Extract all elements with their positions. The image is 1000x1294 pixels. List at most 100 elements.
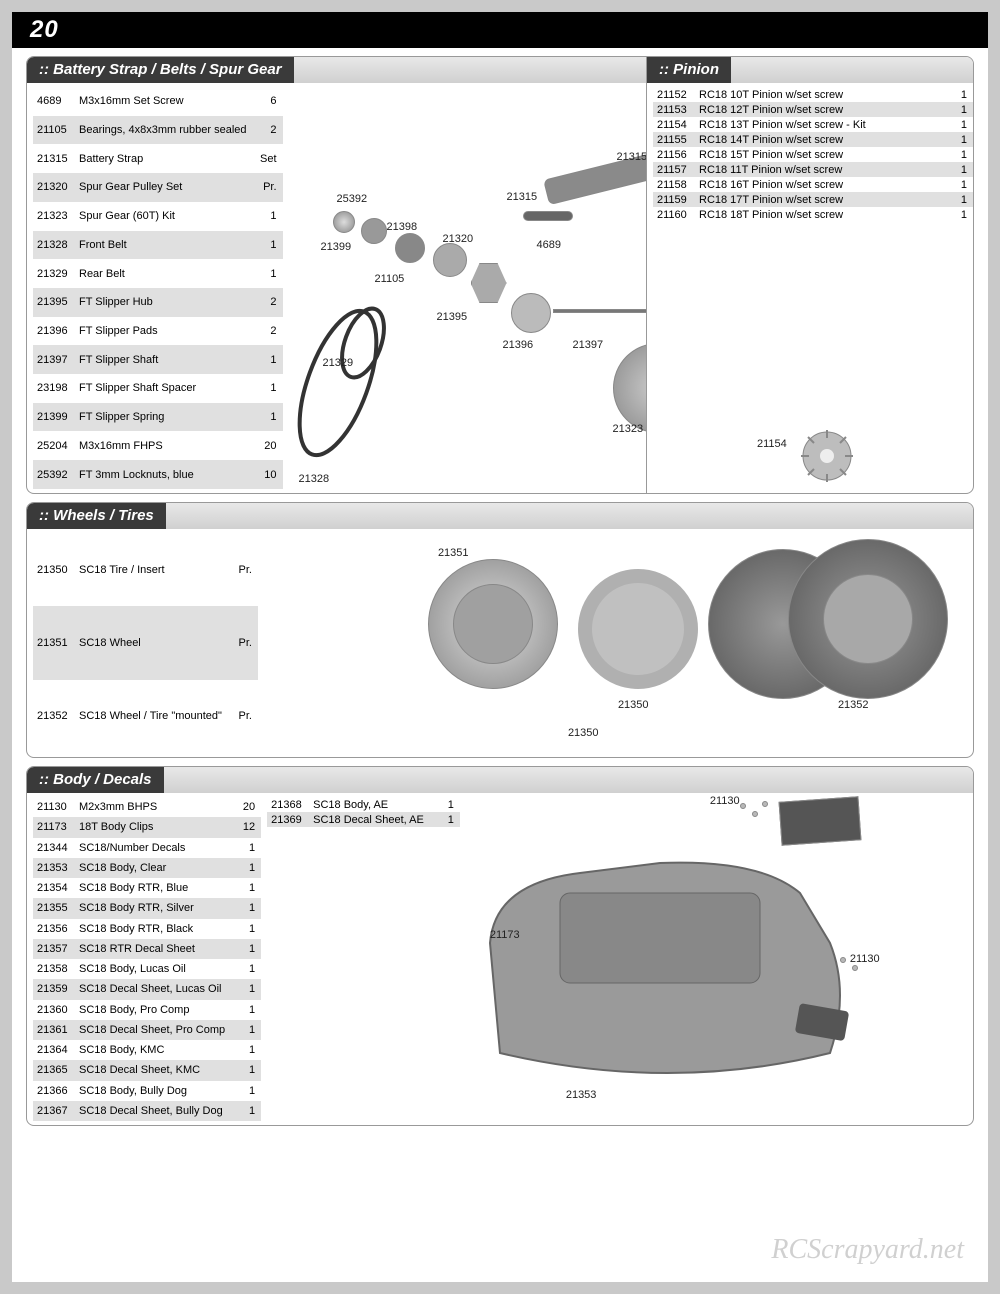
- part-number: 21354: [33, 878, 75, 898]
- table-row: 21152 RC18 10T Pinion w/set screw 1: [653, 87, 973, 102]
- table-row: 21315 Battery Strap Set: [33, 144, 283, 173]
- diagram-callout-label: 21328: [299, 473, 330, 485]
- diagram-callout-label: 21399: [321, 241, 352, 253]
- part-desc: SC18 Decal Sheet, KMC: [75, 1060, 231, 1080]
- part-qty: 1: [943, 192, 973, 207]
- part-number: 21357: [33, 939, 75, 959]
- part-desc: SC18 Body RTR, Blue: [75, 878, 231, 898]
- part-number: 21399: [33, 403, 75, 432]
- table-row: 21356 SC18 Body RTR, Black 1: [33, 919, 261, 939]
- part-number: 21359: [33, 979, 75, 999]
- part-number: 21351: [33, 606, 75, 679]
- diagram-callout-label: 21315: [507, 191, 538, 203]
- part-number: 23198: [33, 374, 75, 403]
- part-qty: 1: [943, 102, 973, 117]
- part-number: 21157: [653, 162, 695, 177]
- part-desc: SC18 Tire / Insert: [75, 533, 228, 606]
- part-qty: 12: [231, 817, 261, 837]
- part-desc: M2x3mm BHPS: [75, 797, 231, 817]
- table-row: 21359 SC18 Decal Sheet, Lucas Oil 1: [33, 979, 261, 999]
- table-row: 21364 SC18 Body, KMC 1: [33, 1040, 261, 1060]
- part-qty: 2: [253, 116, 283, 145]
- panel-wheels: :: Wheels / Tires 21350 SC18 Tire / Inse…: [26, 502, 974, 758]
- page: 20 :: Battery Strap / Belts / Spur Gear …: [12, 12, 988, 1282]
- diagram-callout-label: 21173: [490, 929, 520, 941]
- table-row: 21155 RC18 14T Pinion w/set screw 1: [653, 132, 973, 147]
- table-row: 21367 SC18 Decal Sheet, Bully Dog 1: [33, 1101, 261, 1121]
- part-number: 21350: [33, 533, 75, 606]
- diagram-battery: 2520421315213152131525392213982139921320…: [283, 83, 646, 493]
- part-number: 21356: [33, 919, 75, 939]
- part-number: 21344: [33, 838, 75, 858]
- part-qty: 1: [253, 202, 283, 231]
- table-row: 21153 RC18 12T Pinion w/set screw 1: [653, 102, 973, 117]
- part-number: 21130: [33, 797, 75, 817]
- panel-header: :: Pinion: [647, 57, 973, 83]
- table-row: 21350 SC18 Tire / Insert Pr.: [33, 533, 258, 606]
- part-qty: Pr.: [228, 680, 258, 753]
- part-qty: 2: [253, 288, 283, 317]
- part-qty: 6: [253, 87, 283, 116]
- part-desc: SC18/Number Decals: [75, 838, 231, 858]
- part-number: 21159: [653, 192, 695, 207]
- part-desc: SC18 Decal Sheet, AE: [309, 812, 430, 827]
- table-row: 21154 RC18 13T Pinion w/set screw - Kit …: [653, 117, 973, 132]
- parts-table-wheels: 21350 SC18 Tire / Insert Pr.21351 SC18 W…: [33, 533, 258, 753]
- part-desc: Bearings, 4x8x3mm rubber sealed: [75, 116, 253, 145]
- part-number: 21368: [267, 797, 309, 812]
- part-qty: 1: [231, 838, 261, 858]
- parts-table-body-right: 21368 SC18 Body, AE 121369 SC18 Decal Sh…: [267, 797, 460, 827]
- part-qty: 1: [231, 1060, 261, 1080]
- diagram-callout-label: 21329: [323, 357, 354, 369]
- table-row: 4689 M3x16mm Set Screw 6: [33, 87, 283, 116]
- diagram-callout-label: 21398: [387, 221, 418, 233]
- part-qty: 1: [231, 858, 261, 878]
- part-desc: SC18 Body RTR, Silver: [75, 898, 231, 918]
- table-row: 21369 SC18 Decal Sheet, AE 1: [267, 812, 460, 827]
- part-number: 21152: [653, 87, 695, 102]
- part-desc: M3x16mm Set Screw: [75, 87, 253, 116]
- part-number: 21352: [33, 680, 75, 753]
- part-number: 21360: [33, 1000, 75, 1020]
- part-qty: 2: [253, 317, 283, 346]
- table-row: 21328 Front Belt 1: [33, 231, 283, 260]
- table-row: 21130 M2x3mm BHPS 20: [33, 797, 261, 817]
- part-qty: 1: [943, 87, 973, 102]
- part-desc: SC18 Wheel: [75, 606, 228, 679]
- part-desc: SC18 Body, Pro Comp: [75, 1000, 231, 1020]
- panel-title-pinion: :: Pinion: [647, 57, 731, 83]
- part-desc: FT Slipper Shaft: [75, 345, 253, 374]
- diagram-wheels: 21351213502135021352: [258, 529, 973, 757]
- part-qty: Set: [253, 144, 283, 173]
- part-desc: Spur Gear (60T) Kit: [75, 202, 253, 231]
- part-number: 21365: [33, 1060, 75, 1080]
- part-qty: 1: [430, 812, 460, 827]
- table-row: 21344 SC18/Number Decals 1: [33, 838, 261, 858]
- part-number: 21358: [33, 959, 75, 979]
- parts-table-body-left: 21130 M2x3mm BHPS 2021173 18T Body Clips…: [33, 797, 261, 1121]
- diagram-callout-label: 21323: [613, 423, 644, 435]
- part-qty: 1: [430, 797, 460, 812]
- table-row: 21323 Spur Gear (60T) Kit 1: [33, 202, 283, 231]
- part-qty: 1: [943, 132, 973, 147]
- part-qty: 1: [253, 259, 283, 288]
- part-number: 21156: [653, 147, 695, 162]
- table-row: 21320 Spur Gear Pulley Set Pr.: [33, 173, 283, 202]
- part-desc: Spur Gear Pulley Set: [75, 173, 253, 202]
- part-qty: 1: [231, 1081, 261, 1101]
- panel-title-body: :: Body / Decals: [27, 767, 164, 793]
- part-desc: RC18 14T Pinion w/set screw: [695, 132, 943, 147]
- table-row: 21365 SC18 Decal Sheet, KMC 1: [33, 1060, 261, 1080]
- part-number: 21158: [653, 177, 695, 192]
- diagram-callout-label: 21352: [838, 699, 869, 711]
- diagram-callout-label: 21130: [710, 795, 740, 807]
- part-qty: 1: [231, 1101, 261, 1121]
- part-number: 21105: [33, 116, 75, 145]
- part-desc: RC18 10T Pinion w/set screw: [695, 87, 943, 102]
- part-qty: 1: [231, 979, 261, 999]
- table-row: 21173 18T Body Clips 12: [33, 817, 261, 837]
- panel-header: :: Wheels / Tires: [27, 503, 973, 529]
- part-qty: 20: [253, 431, 283, 460]
- table-row: 21399 FT Slipper Spring 1: [33, 403, 283, 432]
- panel-header: :: Body / Decals: [27, 767, 973, 793]
